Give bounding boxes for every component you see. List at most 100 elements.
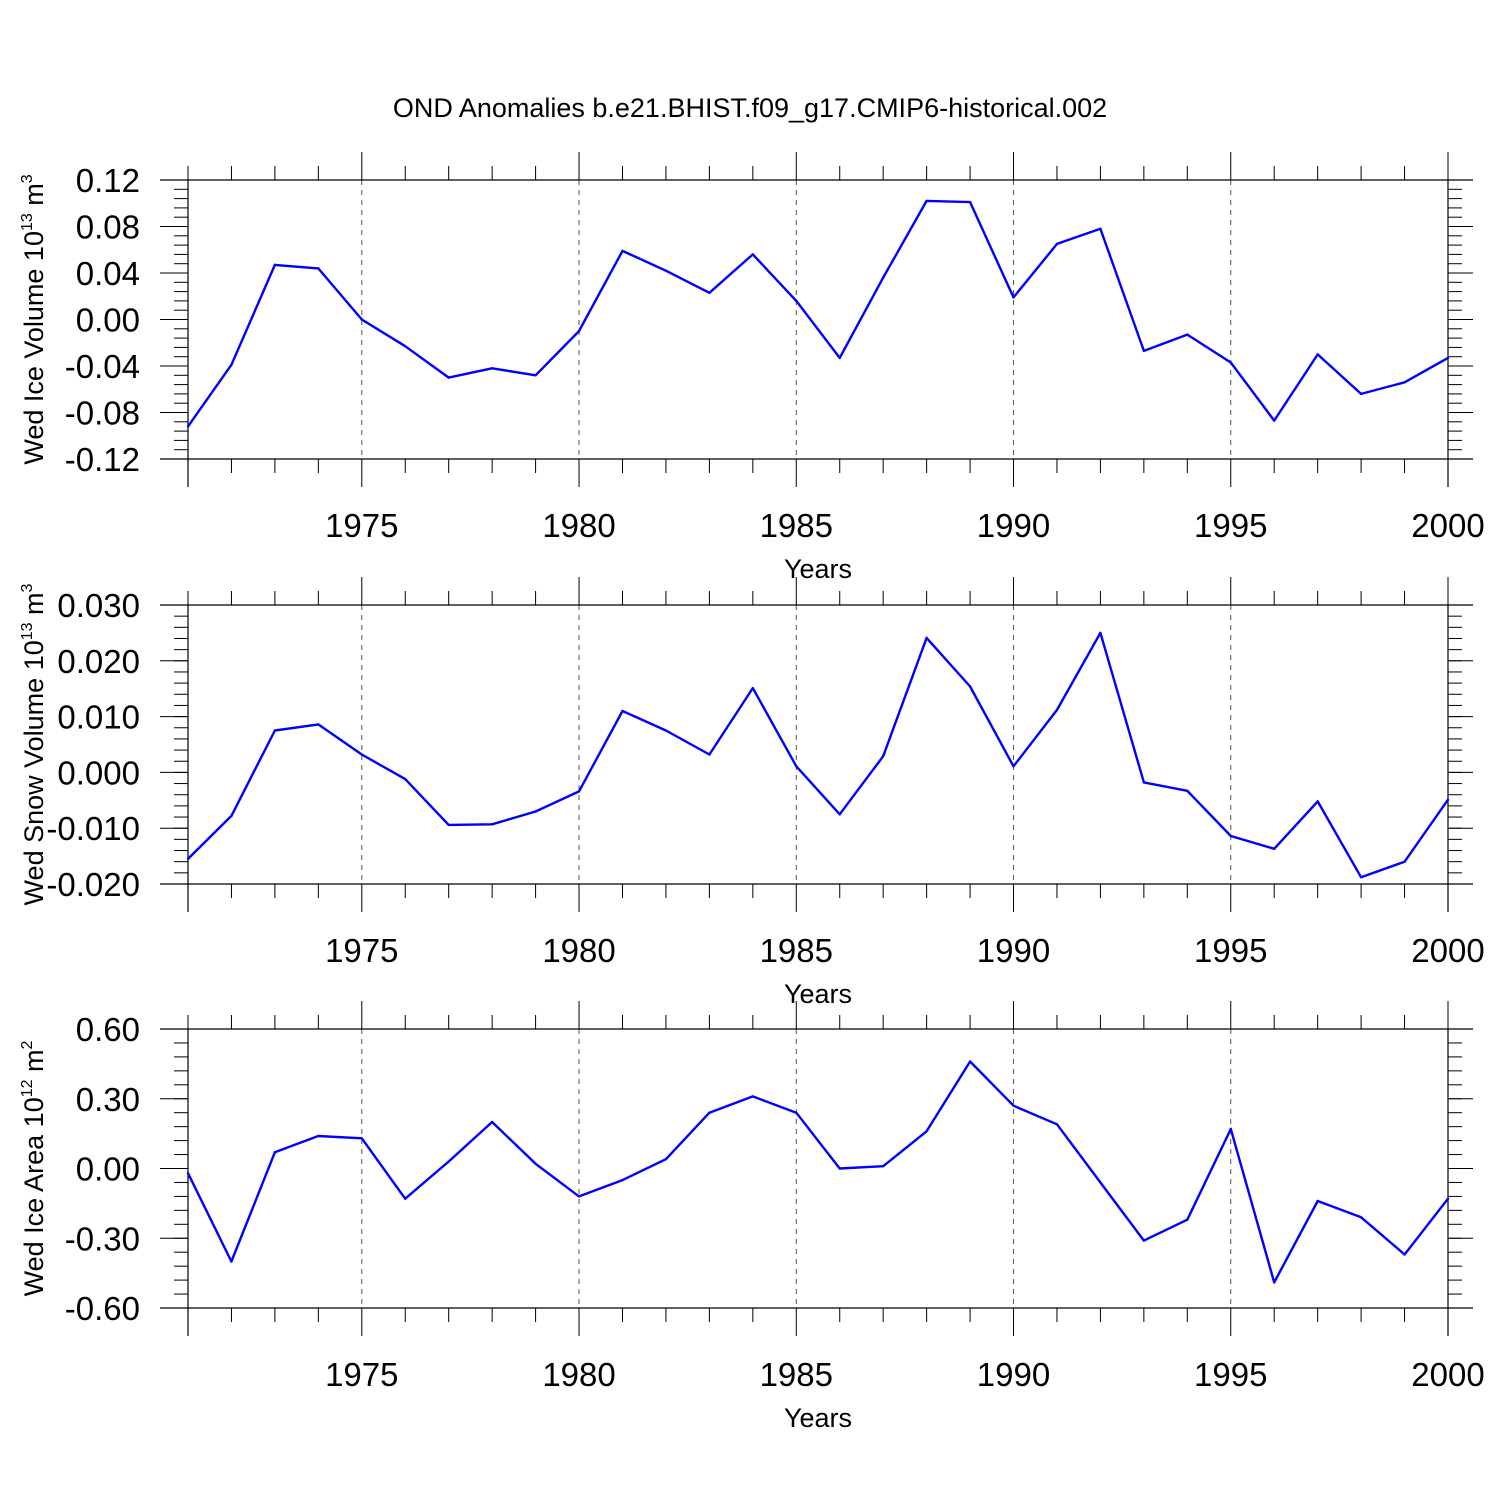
- data-point: [273, 729, 277, 732]
- data-point: [447, 376, 450, 379]
- y-tick-label: -0.020: [46, 866, 140, 903]
- data-point: [1273, 419, 1276, 422]
- x-tick-label: 2000: [1411, 507, 1484, 544]
- figure-title: OND Anomalies b.e21.BHIST.f09_g17.CMIP6-…: [393, 93, 1107, 123]
- data-point: [577, 329, 581, 333]
- data-point: [1403, 1253, 1406, 1256]
- data-point: [621, 709, 624, 713]
- data-point: [534, 810, 537, 813]
- data-point: [795, 765, 798, 768]
- data-point: [273, 1151, 277, 1154]
- data-point: [186, 1171, 190, 1175]
- data-point: [577, 1195, 581, 1198]
- data-point: [1099, 631, 1102, 635]
- data-point: [317, 267, 320, 270]
- data-point: [664, 269, 668, 272]
- y-axis-title: Wed Snow Volume 1013 m3: [19, 583, 49, 905]
- data-point: [1273, 847, 1276, 851]
- x-tick-label: 1975: [325, 507, 398, 544]
- x-tick-label: 1995: [1194, 932, 1267, 969]
- data-point: [838, 356, 841, 360]
- x-axis-title: Years: [784, 979, 852, 1009]
- x-tick-label: 1975: [325, 932, 398, 969]
- data-point: [751, 253, 755, 256]
- x-tick-label: 1985: [760, 932, 833, 969]
- data-point: [447, 823, 450, 827]
- data-point: [1229, 834, 1232, 838]
- data-point: [360, 753, 363, 756]
- y-tick-label: 0.010: [57, 699, 140, 736]
- data-point: [1012, 765, 1015, 768]
- data-point: [968, 685, 972, 688]
- data-point: [1359, 876, 1363, 879]
- data-point: [881, 755, 885, 758]
- y-tick-label: -0.60: [65, 1290, 140, 1327]
- data-point: [1229, 361, 1232, 364]
- data-point: [1316, 800, 1319, 803]
- data-point: [447, 1160, 450, 1163]
- x-axis-title: Years: [784, 554, 852, 584]
- y-tick-label: 0.030: [57, 587, 140, 624]
- data-point: [1055, 1123, 1059, 1126]
- y-tick-label: 0.08: [76, 209, 140, 246]
- data-point: [1142, 349, 1146, 353]
- y-tick-label: 0.020: [57, 643, 140, 680]
- data-point: [925, 199, 928, 203]
- data-point: [1012, 296, 1015, 299]
- y-tick-label: 0.12: [76, 162, 140, 199]
- x-tick-label: 1980: [542, 1356, 615, 1393]
- data-point: [534, 1162, 537, 1166]
- data-point: [577, 790, 581, 793]
- x-tick-label: 1985: [760, 1356, 833, 1393]
- series-line: [187, 199, 1449, 428]
- data-point: [317, 1134, 320, 1138]
- data-point: [1142, 1239, 1146, 1242]
- data-point: [1403, 381, 1406, 384]
- data-point: [621, 1178, 624, 1182]
- y-axis-title: Wed Ice Area 1012 m2: [19, 1040, 49, 1296]
- data-point: [1012, 1104, 1015, 1107]
- data-point: [795, 299, 798, 303]
- x-tick-label: 1990: [977, 507, 1050, 544]
- data-point: [490, 1120, 494, 1124]
- data-point: [881, 276, 885, 279]
- y-axis-title: Wed Ice Volume 1013 m3: [19, 174, 49, 464]
- y-tick-label: 0.04: [76, 255, 140, 292]
- data-point: [1099, 1181, 1102, 1184]
- data-point: [534, 374, 537, 377]
- data-point: [230, 1260, 233, 1263]
- data-point: [795, 1111, 798, 1114]
- data-point: [186, 425, 190, 428]
- data-point: [1186, 1218, 1189, 1221]
- data-point: [708, 753, 711, 756]
- x-tick-label: 1990: [977, 932, 1050, 969]
- data-point: [751, 1095, 755, 1098]
- data-point: [664, 1158, 668, 1161]
- y-tick-label: 0.60: [76, 1011, 140, 1048]
- data-point: [1142, 781, 1146, 784]
- y-tick-label: 0.000: [57, 754, 140, 791]
- data-point: [838, 1167, 841, 1170]
- data-point: [925, 1130, 928, 1133]
- data-point: [273, 263, 277, 267]
- data-point: [664, 729, 668, 732]
- x-tick-label: 1995: [1194, 507, 1267, 544]
- series-line: [186, 1060, 1449, 1284]
- x-tick-label: 1975: [325, 1356, 398, 1393]
- x-tick-label: 1995: [1194, 1356, 1267, 1393]
- x-tick-label: 1990: [977, 1356, 1050, 1393]
- data-point: [1099, 227, 1102, 231]
- y-tick-label: 0.30: [76, 1081, 140, 1118]
- x-tick-label: 1980: [542, 507, 615, 544]
- data-point: [621, 249, 624, 253]
- data-point: [317, 723, 320, 726]
- data-point: [838, 813, 841, 816]
- data-point: [925, 636, 928, 640]
- data-point: [490, 823, 494, 826]
- y-tick-label: 0.00: [76, 1151, 140, 1188]
- data-point: [1359, 392, 1363, 396]
- data-point: [1186, 333, 1189, 336]
- data-point: [1359, 1216, 1363, 1219]
- data-point: [881, 1164, 885, 1168]
